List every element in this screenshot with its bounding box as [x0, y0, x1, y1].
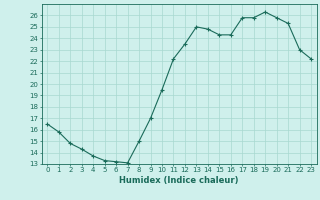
X-axis label: Humidex (Indice chaleur): Humidex (Indice chaleur)	[119, 176, 239, 185]
